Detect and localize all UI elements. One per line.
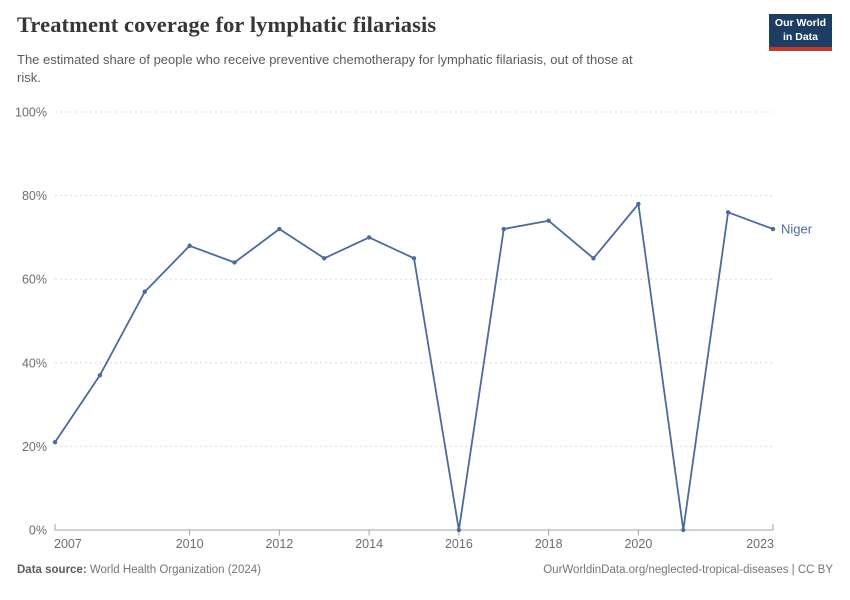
- data-point-niger-2010[interactable]: [187, 243, 192, 248]
- data-point-niger-2012[interactable]: [277, 226, 282, 232]
- data-point-niger-2014[interactable]: [366, 235, 372, 240]
- data-point-niger-2013[interactable]: [322, 256, 327, 261]
- data-source-note: Data source: World Health Organization (…: [17, 564, 261, 576]
- y-tick-label: 100%: [15, 106, 47, 120]
- owid-logo-text: Our World in Data: [774, 17, 827, 43]
- data-point-niger-2021[interactable]: [681, 527, 686, 533]
- x-tick-label: 2010: [176, 537, 204, 551]
- y-tick-label: 0%: [29, 524, 47, 538]
- x-tick-label: 2020: [624, 537, 652, 551]
- x-tick-label: 2012: [265, 537, 293, 551]
- series-end-label[interactable]: Niger: [781, 222, 813, 237]
- data-point-niger-2020[interactable]: [636, 201, 641, 207]
- x-tick-label: 2007: [54, 537, 82, 551]
- data-point-niger-2016[interactable]: [456, 527, 462, 533]
- data-point-niger-2018[interactable]: [546, 218, 551, 223]
- x-tick-label: 2016: [445, 537, 473, 551]
- chart-footer: Data source: World Health Organization (…: [17, 564, 833, 576]
- owid-logo[interactable]: Our World in Data: [769, 14, 832, 51]
- data-line-niger[interactable]: [54, 203, 774, 531]
- data-point-niger-2008[interactable]: [97, 373, 103, 378]
- data-point-niger-2017[interactable]: [501, 226, 506, 232]
- data-point-niger-2022[interactable]: [725, 210, 731, 215]
- chart-subtitle: The estimated share of people who receiv…: [17, 52, 633, 86]
- x-tick-label: 2018: [535, 537, 563, 551]
- data-point-niger-2019[interactable]: [591, 256, 596, 261]
- x-tick-label: 2023: [746, 537, 774, 551]
- data-point-niger-2015[interactable]: [411, 256, 417, 261]
- data-point-niger-2011[interactable]: [232, 260, 237, 265]
- y-tick-label: 60%: [22, 273, 47, 287]
- data-point-niger-2007[interactable]: [52, 440, 58, 445]
- rights-note: OurWorldinData.org/neglected-tropical-di…: [543, 564, 833, 576]
- page-title: Treatment coverage for lymphatic filaria…: [17, 12, 437, 37]
- y-tick-label: 80%: [22, 189, 47, 203]
- y-tick-label: 20%: [22, 440, 47, 454]
- y-tick-label: 40%: [22, 356, 47, 370]
- data-point-niger-2023[interactable]: [770, 226, 776, 232]
- x-tick-label: 2014: [355, 537, 383, 551]
- data-point-niger-2009[interactable]: [142, 289, 147, 294]
